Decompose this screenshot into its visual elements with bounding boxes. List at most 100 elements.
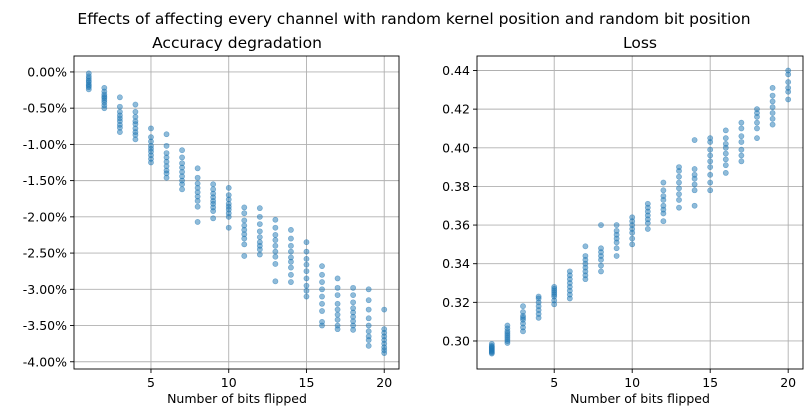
loss-data-point <box>754 106 760 113</box>
accuracy-data-point <box>116 94 123 101</box>
loss-data-point <box>644 200 651 207</box>
x-tick-label: 20 <box>376 375 392 390</box>
y-tick-label: 0.34 <box>442 256 470 271</box>
loss-data-point <box>769 98 776 105</box>
loss-data-point <box>691 171 698 178</box>
x-tick-label: 10 <box>624 375 640 390</box>
loss-data-point <box>676 191 682 198</box>
accuracy-data-point <box>163 174 170 181</box>
accuracy-data-point <box>334 300 341 307</box>
accuracy-data-point <box>179 181 185 188</box>
accuracy-y-ticks: 0.00% -0.50% -1.00% -1.50% -2.00% -2.50% -3.00… <box>23 64 74 369</box>
loss-data-point <box>707 164 714 170</box>
accuracy-data-point <box>194 174 201 181</box>
loss-data-point <box>785 79 792 85</box>
accuracy-data-point <box>210 181 217 188</box>
accuracy-data-point <box>163 131 170 138</box>
accuracy-data-point <box>365 337 372 343</box>
accuracy-data-point <box>116 129 123 135</box>
y-tick-label: 0.40 <box>442 140 470 155</box>
loss-plot: Loss 5 10 15 20 0.30 0.32 0.34 0.36 0.38 0.40 0.4… <box>442 34 804 406</box>
loss-data-point <box>644 226 651 232</box>
accuracy-data-point <box>334 275 341 282</box>
accuracy-data-point <box>350 284 357 291</box>
accuracy-plot-frame <box>73 55 400 370</box>
y-tick-label: 0.36 <box>442 218 470 233</box>
accuracy-data-point <box>272 278 279 285</box>
accuracy-data-point <box>241 204 248 211</box>
y-tick-label: -3.50% <box>23 318 67 333</box>
accuracy-data-point <box>272 216 279 223</box>
accuracy-data-point <box>272 242 279 249</box>
accuracy-data-point <box>272 261 279 267</box>
accuracy-data-point <box>303 268 310 275</box>
loss-data-point <box>754 119 760 126</box>
y-tick-label: -4.00% <box>23 354 67 369</box>
accuracy-data-point <box>303 255 310 262</box>
loss-data-point <box>691 137 698 143</box>
accuracy-data-point <box>225 213 232 220</box>
accuracy-data-point <box>319 271 325 278</box>
accuracy-data-point <box>194 219 201 225</box>
accuracy-degradation-plot: Accuracy degradation 5 10 15 20 0.00% -0.50%… <box>23 34 400 406</box>
accuracy-data-point <box>381 350 388 356</box>
accuracy-data-point <box>272 253 279 260</box>
loss-data-point <box>738 146 745 153</box>
y-tick-label: -3.00% <box>23 282 67 297</box>
loss-data-point <box>707 152 714 159</box>
loss-data-point <box>785 67 792 74</box>
accuracy-data-point <box>241 235 248 242</box>
accuracy-data-point <box>288 258 294 265</box>
accuracy-data-point <box>303 275 310 282</box>
accuracy-data-point <box>272 237 279 243</box>
accuracy-data-point <box>334 326 341 333</box>
loss-data-point <box>691 202 698 209</box>
y-tick-label: -1.00% <box>23 137 67 152</box>
loss-data-point <box>707 158 714 165</box>
accuracy-data-point <box>319 293 325 300</box>
loss-data-point <box>722 169 729 176</box>
accuracy-data-point <box>303 261 310 268</box>
accuracy-data-point <box>101 105 108 112</box>
accuracy-x-ticks: 5 10 15 20 <box>147 369 392 390</box>
loss-data-point <box>660 193 667 199</box>
accuracy-data-point <box>241 253 248 259</box>
loss-data-point <box>738 139 745 145</box>
accuracy-data-point <box>350 326 357 333</box>
accuracy-data-point <box>319 322 325 329</box>
accuracy-data-point <box>288 264 294 271</box>
loss-data-point <box>660 202 667 209</box>
loss-data-point <box>520 309 526 315</box>
accuracy-data-point <box>303 287 310 294</box>
y-tick-label: 0.44 <box>442 63 470 78</box>
accuracy-data-point <box>116 103 123 110</box>
loss-data-point <box>676 179 682 186</box>
loss-data-point <box>676 204 682 211</box>
accuracy-gridlines <box>74 56 399 369</box>
accuracy-data-point <box>85 86 92 93</box>
accuracy-data-point <box>334 316 341 323</box>
accuracy-data-point <box>163 142 170 149</box>
y-tick-label: 0.32 <box>442 295 470 310</box>
loss-data-point <box>722 162 729 169</box>
y-tick-label: 0.00% <box>27 64 67 79</box>
loss-data-point <box>535 293 542 300</box>
loss-data-point <box>629 241 636 248</box>
loss-data-point <box>629 214 636 221</box>
x-tick-label: 5 <box>147 375 155 390</box>
loss-data-point <box>598 245 604 252</box>
loss-data-point <box>785 96 792 103</box>
loss-data-point <box>722 150 729 157</box>
accuracy-data-point <box>288 271 294 278</box>
accuracy-data-point <box>225 184 232 191</box>
loss-data-point <box>738 119 745 126</box>
accuracy-data-point <box>256 234 263 241</box>
loss-plot-frame <box>476 55 804 370</box>
loss-data-point <box>691 187 698 194</box>
accuracy-data-point <box>365 297 372 304</box>
loss-data-point <box>707 187 714 194</box>
accuracy-data-point <box>132 136 139 143</box>
accuracy-data-point <box>334 306 341 313</box>
accuracy-data-point <box>365 342 372 349</box>
